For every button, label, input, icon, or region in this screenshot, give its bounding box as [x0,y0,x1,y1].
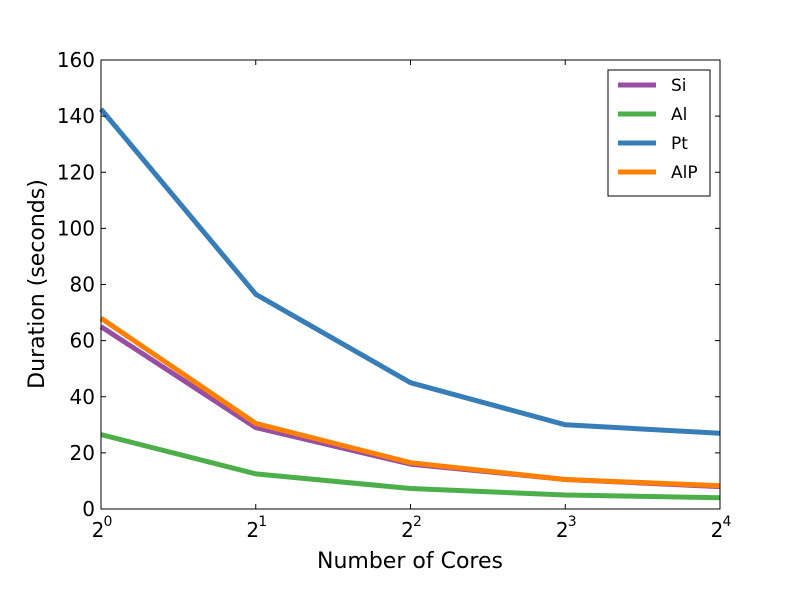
y-tick-label: 100 [57,216,95,240]
x-tick-label: 2 [556,518,569,542]
y-tick-label: 40 [70,385,95,409]
series-line-pt [99,107,721,436]
x-tick-label: 2 [246,518,259,542]
x-axis-title: Number of Cores [317,549,503,574]
y-tick-label: 0 [82,497,95,521]
y-tick-label: 120 [57,160,95,184]
y-tick-label: 20 [70,441,95,465]
series-line-alp [99,316,721,489]
x-tick-exponent: 3 [568,514,577,530]
x-tick-exponent: 0 [104,514,113,530]
legend-label-al: Al [671,105,687,125]
y-tick-label: 60 [70,329,95,353]
legend-label-si: Si [671,76,687,96]
x-tick-exponent: 2 [413,514,422,530]
legend-box [607,69,711,197]
x-tick-label: 2 [401,518,414,542]
series-layer [99,107,721,501]
legend-label-pt: Pt [671,134,688,154]
series-line-al [100,432,721,501]
x-tick-exponent: 4 [723,514,732,530]
legend: Si Al Pt AlP [607,69,711,197]
legend-label-alp: AlP [671,163,698,183]
y-tick-label: 160 [57,48,95,72]
y-tick-label: 140 [57,104,95,128]
y-axis-title: Duration (seconds) [25,179,50,389]
y-tick-label: 80 [70,273,95,297]
x-tick-label: 2 [711,518,724,542]
x-tick-label: 2 [92,518,105,542]
x-tick-exponent: 1 [258,514,267,530]
